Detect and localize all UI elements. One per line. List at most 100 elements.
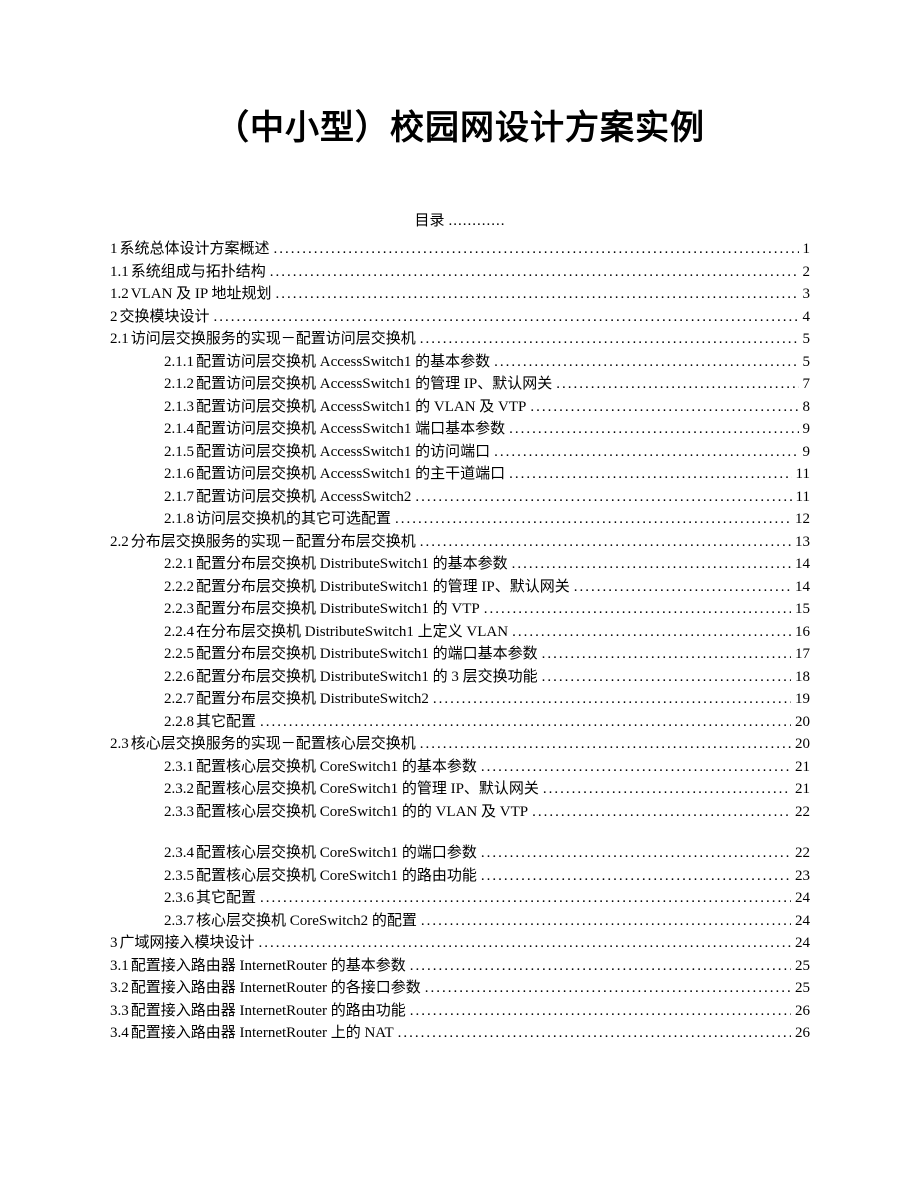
toc-item-number: 3 [110, 932, 118, 955]
toc-item-page: 24 [795, 887, 810, 910]
toc-item-leader: ........................................… [274, 238, 799, 261]
toc-item: 2.3.7 核心层交换机 CoreSwitch2 的配置 ...........… [110, 910, 810, 933]
toc-item-text: 配置访问层交换机 AccessSwitch1 的管理 IP、默认网关 [196, 373, 552, 396]
toc-item-text: 其它配置 [196, 711, 256, 734]
toc-item-page: 3 [803, 283, 811, 306]
toc-item-leader: ........................................… [260, 887, 791, 910]
toc-heading-text: 目录 [414, 213, 444, 229]
toc-item-leader: ........................................… [395, 508, 791, 531]
toc-item-page: 23 [795, 865, 810, 888]
toc-item-text: 配置核心层交换机 CoreSwitch1 的管理 IP、默认网关 [196, 778, 539, 801]
toc-item-number: 2.3.7 [164, 910, 194, 933]
toc-item-page: 4 [803, 306, 811, 329]
toc-item: 2.1.6 配置访问层交换机 AccessSwitch1 的主干道端口 ....… [110, 463, 810, 486]
toc-item-leader: ........................................… [542, 643, 791, 666]
toc-item-leader: ........................................… [530, 396, 798, 419]
toc-item: 2.3.5 配置核心层交换机 CoreSwitch1 的路由功能 .......… [110, 865, 810, 888]
toc-item: 3.4 配置接入路由器 InternetRouter 上的 NAT ......… [110, 1022, 810, 1045]
toc-item-text: 配置核心层交换机 CoreSwitch1 的的 VLAN 及 VTP [196, 801, 528, 824]
toc-item-leader: ........................................… [481, 842, 791, 865]
toc-item-leader: ........................................… [484, 598, 791, 621]
toc-item-text: 分布层交换服务的实现－配置分布层交换机 [131, 531, 416, 554]
toc-item: 2.1.1 配置访问层交换机 AccessSwitch1 的基本参数 .....… [110, 351, 810, 374]
toc-item-leader: ........................................… [420, 733, 791, 756]
toc-item-text: 配置分布层交换机 DistributeSwitch1 的 3 层交换功能 [196, 666, 538, 689]
toc-spacer [110, 823, 810, 842]
toc-item-number: 2.3.3 [164, 801, 194, 824]
toc-item-page: 13 [795, 531, 810, 554]
toc-item-page: 8 [803, 396, 811, 419]
toc-item: 2.2 分布层交换服务的实现－配置分布层交换机 ................… [110, 531, 810, 554]
toc-item-text: 访问层交换机的其它可选配置 [196, 508, 391, 531]
toc-item: 2 交换模块设计 ...............................… [110, 306, 810, 329]
toc-item-page: 9 [803, 418, 811, 441]
toc-item-number: 2.1.3 [164, 396, 194, 419]
toc-item-number: 2.1.6 [164, 463, 194, 486]
toc-item-text: 核心层交换服务的实现－配置核心层交换机 [131, 733, 416, 756]
toc-item: 2.2.3 配置分布层交换机 DistributeSwitch1 的 VTP .… [110, 598, 810, 621]
toc-item-text: 广域网接入模块设计 [120, 932, 255, 955]
toc-item-text: 配置访问层交换机 AccessSwitch1 的基本参数 [196, 351, 490, 374]
toc-item-leader: ........................................… [481, 865, 791, 888]
toc-item-leader: ........................................… [512, 553, 791, 576]
toc-item-text: 配置分布层交换机 DistributeSwitch1 的基本参数 [196, 553, 508, 576]
toc-item: 1 系统总体设计方案概述 ...........................… [110, 238, 810, 261]
toc-item-leader: ........................................… [433, 688, 791, 711]
toc-item-text: 配置接入路由器 InternetRouter 上的 NAT [131, 1022, 394, 1045]
toc-item-number: 2.2.4 [164, 621, 194, 644]
toc-item-number: 2.2.7 [164, 688, 194, 711]
toc-item-text: 配置访问层交换机 AccessSwitch1 端口基本参数 [196, 418, 505, 441]
toc-item-text: 配置接入路由器 InternetRouter 的路由功能 [131, 1000, 406, 1023]
toc-item-number: 2.3 [110, 733, 129, 756]
toc-item-leader: ........................................… [275, 283, 798, 306]
toc-item-page: 2 [803, 261, 811, 284]
toc-item-page: 25 [795, 977, 810, 1000]
toc-item-number: 2.2.3 [164, 598, 194, 621]
toc-item: 2.3.1 配置核心层交换机 CoreSwitch1 的基本参数 .......… [110, 756, 810, 779]
toc-item-leader: ........................................… [420, 328, 799, 351]
toc-item-leader: ........................................… [574, 576, 791, 599]
toc-item-text: 配置访问层交换机 AccessSwitch1 的访问端口 [196, 441, 490, 464]
toc-item-text: 访问层交换服务的实现－配置访问层交换机 [131, 328, 416, 351]
toc-item-page: 26 [795, 1022, 810, 1045]
toc-item-text: 系统组成与拓扑结构 [131, 261, 266, 284]
toc-item: 2.3.6 其它配置 .............................… [110, 887, 810, 910]
toc-item-number: 2.1.2 [164, 373, 194, 396]
toc-item-leader: ........................................… [425, 977, 791, 1000]
toc-item-page: 21 [795, 778, 810, 801]
toc-list: 1 系统总体设计方案概述 ...........................… [110, 238, 810, 1045]
toc-item-number: 2.3.6 [164, 887, 194, 910]
toc-item-number: 2.3.4 [164, 842, 194, 865]
toc-item-number: 2.2.6 [164, 666, 194, 689]
toc-item-page: 17 [795, 643, 810, 666]
toc-item-text: 配置分布层交换机 DistributeSwitch1 的 VTP [196, 598, 480, 621]
toc-item: 2.3.3 配置核心层交换机 CoreSwitch1 的的 VLAN 及 VTP… [110, 801, 810, 824]
toc-heading-dots: ............ [449, 213, 506, 229]
toc-item-number: 2.2.5 [164, 643, 194, 666]
toc-item: 2.2.2 配置分布层交换机 DistributeSwitch1 的管理 IP、… [110, 576, 810, 599]
toc-item-page: 21 [795, 756, 810, 779]
toc-item-number: 2.1.5 [164, 441, 194, 464]
toc-item: 2.3 核心层交换服务的实现－配置核心层交换机 ................… [110, 733, 810, 756]
toc-item-leader: ........................................… [512, 621, 791, 644]
toc-item: 3 广域网接入模块设计 ............................… [110, 932, 810, 955]
toc-item-text: 在分布层交换机 DistributeSwitch1 上定义 VLAN [196, 621, 508, 644]
toc-item-number: 2.3.1 [164, 756, 194, 779]
toc-item-number: 2.2 [110, 531, 129, 554]
toc-item-number: 3.4 [110, 1022, 129, 1045]
toc-item-text: 配置接入路由器 InternetRouter 的基本参数 [131, 955, 406, 978]
toc-item-page: 25 [795, 955, 810, 978]
toc-item-page: 11 [796, 463, 810, 486]
toc-item-number: 3.1 [110, 955, 129, 978]
toc-item: 3.2 配置接入路由器 InternetRouter 的各接口参数 ......… [110, 977, 810, 1000]
toc-item-leader: ........................................… [509, 418, 798, 441]
toc-item: 2.1.2 配置访问层交换机 AccessSwitch1 的管理 IP、默认网关… [110, 373, 810, 396]
toc-item-leader: ........................................… [509, 463, 791, 486]
toc-item-number: 2.2.8 [164, 711, 194, 734]
toc-item-page: 5 [803, 328, 811, 351]
toc-item-leader: ........................................… [415, 486, 791, 509]
toc-item-leader: ........................................… [421, 910, 791, 933]
toc-item-number: 2.3.5 [164, 865, 194, 888]
toc-item-number: 1.2 [110, 283, 129, 306]
toc-item: 2.1.4 配置访问层交换机 AccessSwitch1 端口基本参数 ....… [110, 418, 810, 441]
